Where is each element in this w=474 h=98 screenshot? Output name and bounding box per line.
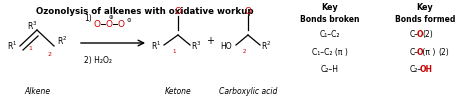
Text: Bonds formed: Bonds formed: [395, 15, 455, 24]
Text: O: O: [93, 20, 100, 29]
Text: (2): (2): [422, 29, 433, 39]
Text: 1: 1: [172, 49, 176, 54]
Text: O: O: [417, 48, 423, 57]
Text: Ozonolysis of alkenes with oxidative workup: Ozonolysis of alkenes with oxidative wor…: [36, 7, 254, 16]
Text: C₁–C₂: C₁–C₂: [320, 29, 340, 39]
Text: ⊕: ⊕: [109, 15, 113, 20]
Text: 2) H₂O₂: 2) H₂O₂: [84, 55, 112, 64]
Text: R$^1$: R$^1$: [151, 40, 161, 52]
Text: O: O: [245, 6, 252, 15]
Text: O: O: [106, 20, 112, 29]
Text: R$^2$: R$^2$: [57, 35, 67, 47]
Text: C₁–C₂ (π ): C₁–C₂ (π ): [312, 48, 348, 57]
Text: C₂–: C₂–: [410, 65, 422, 74]
Text: HO: HO: [220, 41, 232, 50]
Text: (π ): (π ): [420, 48, 435, 57]
Text: Carboxylic acid: Carboxylic acid: [219, 87, 277, 95]
Text: 2: 2: [242, 49, 246, 54]
Text: 1: 1: [28, 45, 32, 50]
Text: O: O: [417, 29, 423, 39]
Text: Key: Key: [417, 3, 433, 11]
Text: Alkene: Alkene: [24, 87, 50, 95]
Text: R$^3$: R$^3$: [27, 20, 37, 32]
Text: C–: C–: [410, 29, 419, 39]
Text: C–: C–: [410, 48, 419, 57]
Text: R$^2$: R$^2$: [261, 40, 271, 52]
Text: R$^1$: R$^1$: [7, 40, 17, 52]
Text: +: +: [206, 36, 214, 46]
Text: C₂–H: C₂–H: [321, 65, 339, 74]
Text: Bonds broken: Bonds broken: [300, 15, 360, 24]
Text: O: O: [118, 20, 125, 29]
Text: (2): (2): [438, 48, 449, 57]
Text: 2: 2: [48, 52, 52, 57]
Text: Ketone: Ketone: [164, 87, 191, 95]
Text: ⊖: ⊖: [127, 18, 131, 23]
Text: Key: Key: [322, 3, 338, 11]
Text: 1): 1): [84, 14, 92, 23]
Text: R$^3$: R$^3$: [191, 40, 201, 52]
Text: OH: OH: [420, 65, 433, 74]
Text: O: O: [174, 6, 182, 15]
